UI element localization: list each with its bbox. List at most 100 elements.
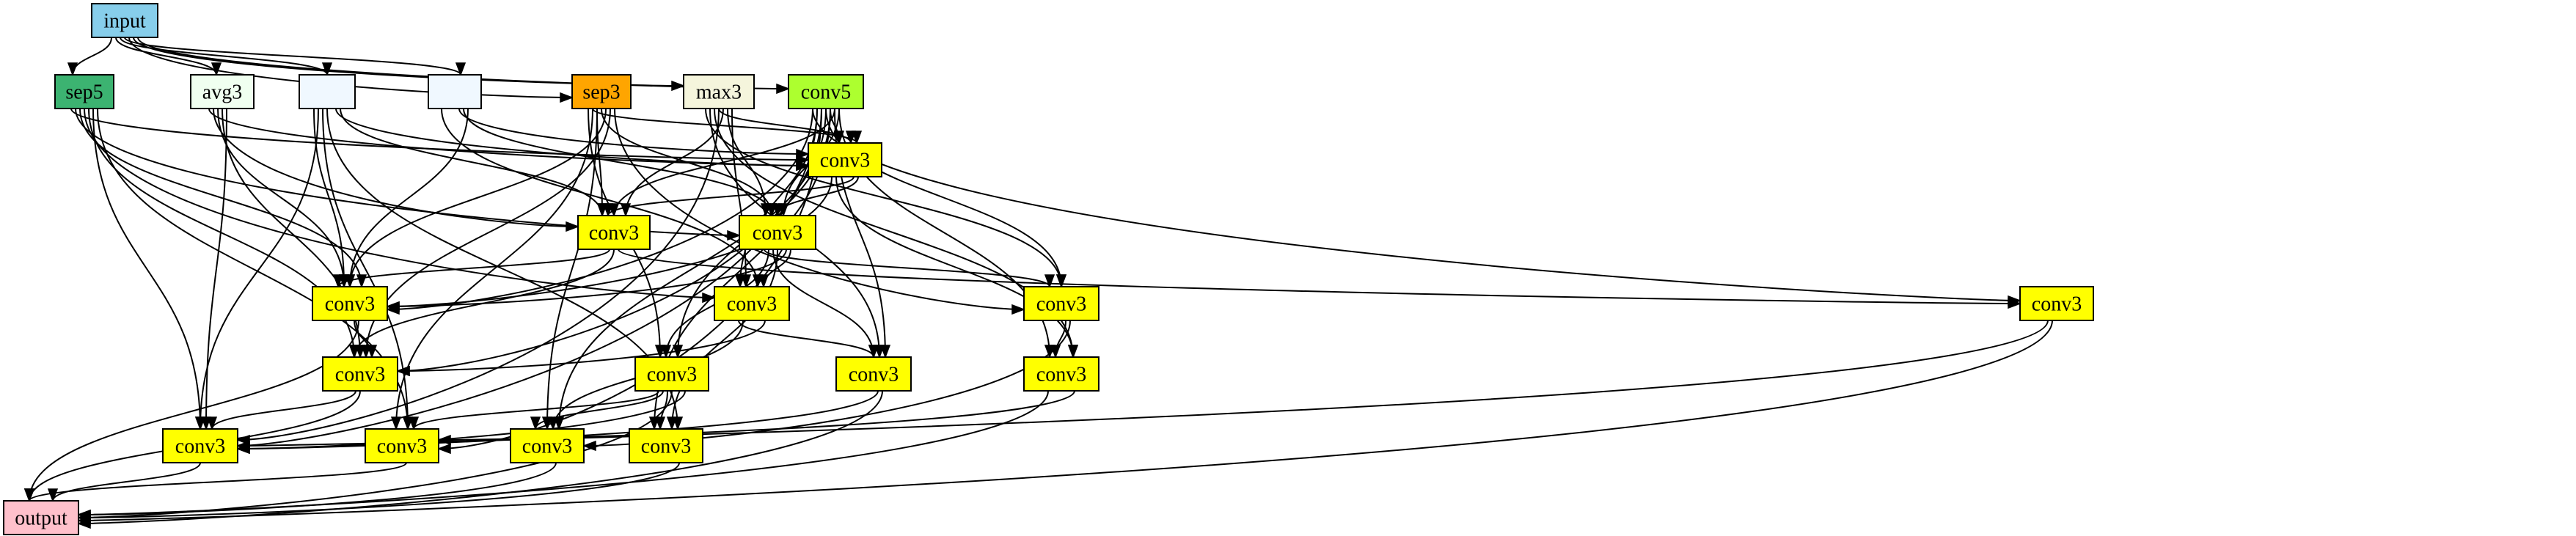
graph-nodes: input sep5 avg3 sep3 max3 conv5 conv3 conv3 conv…	[3, 3, 2094, 535]
edge-line	[438, 390, 1075, 441]
edge-line	[200, 108, 319, 430]
node-c14[interactable]: conv3	[510, 428, 585, 463]
edge-line	[607, 176, 855, 216]
node-c8[interactable]: conv3	[634, 356, 709, 392]
node-label: conv3	[641, 436, 691, 458]
edge-c1-to-c3	[772, 176, 859, 218]
edge-line	[70, 108, 809, 161]
edge-line	[72, 37, 112, 76]
node-c2[interactable]: conv3	[577, 215, 651, 250]
arrowhead-icon	[23, 488, 35, 503]
arrowhead-icon	[566, 221, 580, 232]
arrowhead-icon	[47, 488, 59, 503]
node-c6[interactable]: conv3	[322, 356, 398, 392]
node-max3[interactable]: max3	[683, 74, 755, 109]
node-box	[54, 74, 114, 109]
arrowhead-icon	[772, 203, 783, 218]
edge-c4-to-c6	[354, 320, 378, 359]
arrowhead-icon	[2008, 298, 2022, 309]
node-c13[interactable]: conv3	[365, 428, 439, 463]
arrowhead-icon	[321, 62, 333, 77]
edge-line	[705, 108, 1062, 287]
node-box	[322, 356, 398, 392]
node-box	[299, 74, 356, 109]
edge-c4-to-output	[23, 320, 359, 503]
node-c15[interactable]: conv3	[629, 428, 703, 463]
edge-line	[124, 37, 461, 76]
edge-line	[205, 108, 227, 430]
edge-line	[335, 108, 809, 166]
edge-line	[78, 320, 2053, 521]
node-label: conv3	[325, 293, 375, 316]
node-box	[312, 286, 388, 321]
node-label: conv3	[849, 364, 899, 386]
edge-line	[613, 108, 835, 216]
arrowhead-icon	[879, 345, 891, 359]
node-c5[interactable]: conv3	[714, 286, 790, 321]
edge-line	[535, 390, 664, 430]
node-label: conv3	[2032, 293, 2082, 316]
node-input[interactable]: input	[91, 3, 158, 38]
edge-line	[211, 390, 356, 430]
edge-avg3-to-c12	[200, 108, 227, 431]
edge-b2-to-c4	[344, 108, 469, 289]
edge-c2-to-c11	[618, 249, 2022, 309]
node-conv5[interactable]: conv5	[788, 74, 864, 109]
node-avg3[interactable]: avg3	[190, 74, 255, 109]
graph-edges	[23, 37, 2053, 529]
node-box	[510, 428, 585, 463]
edge-line	[718, 108, 852, 144]
arrowhead-icon	[67, 62, 78, 77]
node-c4[interactable]: conv3	[312, 286, 388, 321]
node-c11[interactable]: conv3	[2019, 286, 2094, 321]
edge-input-to-sep5	[67, 37, 112, 77]
arrowhead-icon	[758, 274, 769, 289]
node-box	[365, 428, 439, 463]
arrowhead-icon	[666, 416, 678, 431]
node-c3[interactable]: conv3	[739, 215, 816, 250]
edge-line	[825, 108, 1062, 287]
node-c10[interactable]: conv3	[1023, 356, 1099, 392]
node-box	[571, 74, 632, 109]
node-sep5[interactable]: sep5	[54, 74, 114, 109]
node-output[interactable]: output	[3, 500, 79, 535]
node-box	[634, 356, 709, 392]
edge-line	[120, 37, 328, 76]
node-box	[1023, 286, 1099, 321]
edge-line	[313, 108, 345, 287]
edge-line	[596, 108, 603, 216]
node-label: conv5	[801, 81, 851, 104]
edge-conv5-to-c7	[825, 108, 1067, 289]
node-box	[683, 74, 755, 109]
edge-input-to-avg3	[115, 37, 222, 77]
edge-line	[213, 108, 579, 227]
arrowhead-icon	[620, 203, 632, 218]
edge-c2-to-c4	[332, 249, 610, 289]
edge-line	[349, 108, 469, 287]
node-box	[629, 428, 703, 463]
edge-line	[237, 108, 818, 447]
arrowhead-icon	[235, 440, 250, 452]
node-box	[190, 74, 255, 109]
node-c9[interactable]: conv3	[835, 356, 912, 392]
edge-avg3-to-c2	[213, 108, 580, 232]
node-c7[interactable]: conv3	[1023, 286, 1099, 321]
arrowhead-icon	[654, 416, 666, 431]
node-b2[interactable]	[428, 74, 482, 109]
node-c1[interactable]: conv3	[808, 142, 882, 177]
edge-c1-to-c2	[602, 176, 855, 218]
arrowhead-icon	[560, 92, 574, 103]
node-box	[91, 3, 158, 38]
arrowhead-icon	[194, 416, 206, 431]
node-sep3[interactable]: sep3	[571, 74, 632, 109]
edge-c8-to-c14	[530, 390, 664, 431]
edge-line	[835, 176, 1074, 358]
edge-sep5-to-c3	[75, 108, 742, 241]
node-c12[interactable]: conv3	[162, 428, 238, 463]
edge-line	[365, 108, 611, 358]
node-b1[interactable]	[299, 74, 356, 109]
arrowhead-icon	[1055, 274, 1067, 289]
edge-conv5-to-c11	[812, 108, 2022, 306]
edge-line	[625, 108, 724, 216]
edge-line	[237, 108, 720, 441]
